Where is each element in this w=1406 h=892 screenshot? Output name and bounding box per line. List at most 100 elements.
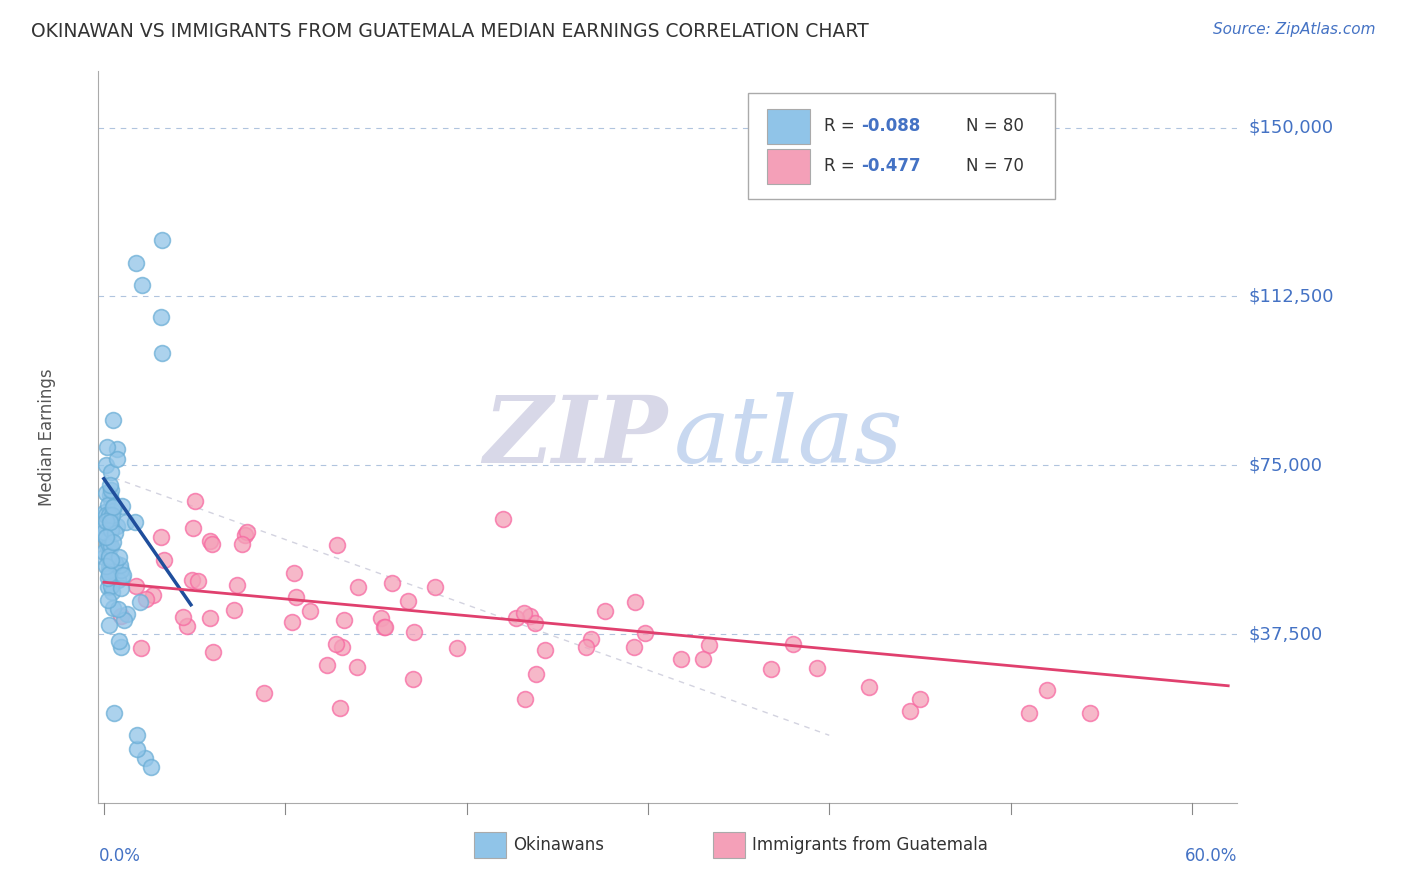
Text: -0.477: -0.477 [862,158,921,176]
Point [103,412,125,426]
Point [112,568,135,582]
Point [100,483,122,497]
Point [97,498,120,512]
Point [98,549,121,564]
Text: R =: R = [824,158,860,176]
Point [172,610,194,624]
Point [593,605,616,619]
Point [94,519,117,533]
Point [98,560,121,574]
Point [97,581,120,595]
Point [101,508,124,523]
Point [124,515,146,529]
Point [782,637,804,651]
Point [402,673,425,687]
Point [346,580,368,594]
Point [281,615,304,629]
Point [176,619,198,633]
Point [96,514,118,528]
Point [100,554,122,568]
Point [759,662,782,676]
Point [100,553,122,567]
Point [110,640,132,655]
Text: $112,500: $112,500 [1249,287,1334,305]
Point [127,741,149,756]
Text: atlas: atlas [673,392,903,482]
Point [858,681,880,695]
Point [93,524,115,539]
Point [98,508,121,523]
Point [107,602,129,616]
Point [908,692,931,706]
Point [93,545,115,559]
Point [697,638,720,652]
Point [575,640,598,654]
Point [524,615,547,630]
Point [513,606,536,620]
Point [139,760,162,774]
Point [135,592,157,607]
Point [93,527,115,541]
Point [150,345,173,359]
Point [94,505,117,519]
Point [692,652,714,666]
Point [110,608,132,623]
Point [200,611,222,625]
Point [107,573,129,587]
Text: $75,000: $75,000 [1249,456,1323,475]
Point [103,504,125,518]
Point [519,608,541,623]
Point [129,640,152,655]
Text: OKINAWAN VS IMMIGRANTS FROM GUATEMALA MEDIAN EARNINGS CORRELATION CHART: OKINAWAN VS IMMIGRANTS FROM GUATEMALA ME… [31,22,869,41]
Point [96,533,118,548]
Point [187,574,209,588]
Point [101,563,124,577]
Point [125,255,148,269]
Point [1018,706,1040,720]
Point [103,601,125,615]
Point [97,566,120,580]
FancyBboxPatch shape [748,94,1054,200]
Point [105,442,128,456]
Point [153,553,176,567]
Point [806,661,828,675]
Point [200,533,222,548]
Point [103,706,125,720]
Point [96,508,118,522]
Point [492,512,515,526]
Point [898,704,921,718]
Text: -0.088: -0.088 [862,117,921,136]
Point [283,566,305,580]
Text: N = 70: N = 70 [966,158,1024,176]
Point [100,524,122,538]
Point [233,528,256,542]
Point [181,573,204,587]
Point [96,530,118,544]
Point [98,617,121,632]
Point [201,537,224,551]
Point [505,611,527,625]
Point [96,571,118,585]
Point [96,559,118,574]
Point [104,526,127,541]
Point [103,499,125,513]
Point [316,658,339,673]
Point [373,620,395,634]
Point [402,625,425,640]
Point [96,458,118,472]
Point [114,515,136,529]
Point [374,619,396,633]
Point [98,550,121,565]
Point [110,563,132,577]
Point [100,515,122,529]
Point [100,579,122,593]
Point [150,530,173,544]
Point [446,641,468,656]
Point [285,591,308,605]
Point [129,595,152,609]
Point [100,465,122,479]
Text: $150,000: $150,000 [1249,119,1333,136]
Point [100,477,122,491]
Point [253,686,276,700]
FancyBboxPatch shape [713,832,745,858]
